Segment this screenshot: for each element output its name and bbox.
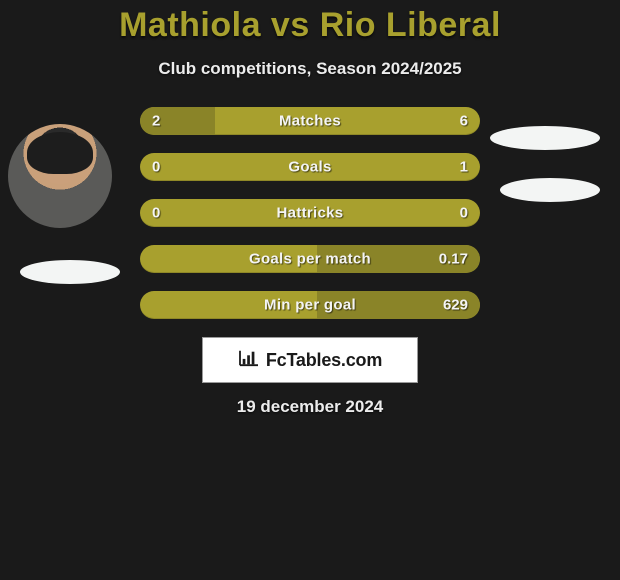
- pill-right-2: [500, 178, 600, 202]
- stat-value-right: 629: [443, 297, 468, 314]
- stat-value-left: 2: [152, 113, 160, 130]
- page-subtitle: Club competitions, Season 2024/2025: [0, 59, 620, 79]
- stat-bar: 0 Hattricks 0: [140, 199, 480, 227]
- stat-label: Goals per match: [249, 251, 371, 268]
- stats-bars: 2 Matches 6 0 Goals 1 0 Hattricks 0 Goals per mat…: [140, 107, 480, 319]
- stat-value-left: 0: [152, 159, 160, 176]
- stat-label: Hattricks: [277, 205, 344, 222]
- stat-bar: Min per goal 629: [140, 291, 480, 319]
- brand-badge[interactable]: FcTables.com: [202, 337, 418, 383]
- stat-bar: Goals per match 0.17: [140, 245, 480, 273]
- stat-value-right: 6: [460, 113, 468, 130]
- stat-label: Min per goal: [264, 297, 356, 314]
- page-title: Mathiola vs Rio Liberal: [0, 6, 620, 45]
- stat-bar: 2 Matches 6: [140, 107, 480, 135]
- stat-value-left: 0: [152, 205, 160, 222]
- stat-value-right: 0.17: [439, 251, 468, 268]
- pill-right-1: [490, 126, 600, 150]
- brand-text: FcTables.com: [266, 350, 382, 371]
- stat-label: Goals: [288, 159, 331, 176]
- date-stamp: 19 december 2024: [0, 397, 620, 417]
- stat-value-right: 1: [460, 159, 468, 176]
- stat-label: Matches: [279, 113, 341, 130]
- stat-value-right: 0: [460, 205, 468, 222]
- pill-left: [20, 260, 120, 284]
- stat-bar: 0 Goals 1: [140, 153, 480, 181]
- player-avatar-left: [8, 124, 112, 228]
- brand-chart-icon: [238, 349, 260, 372]
